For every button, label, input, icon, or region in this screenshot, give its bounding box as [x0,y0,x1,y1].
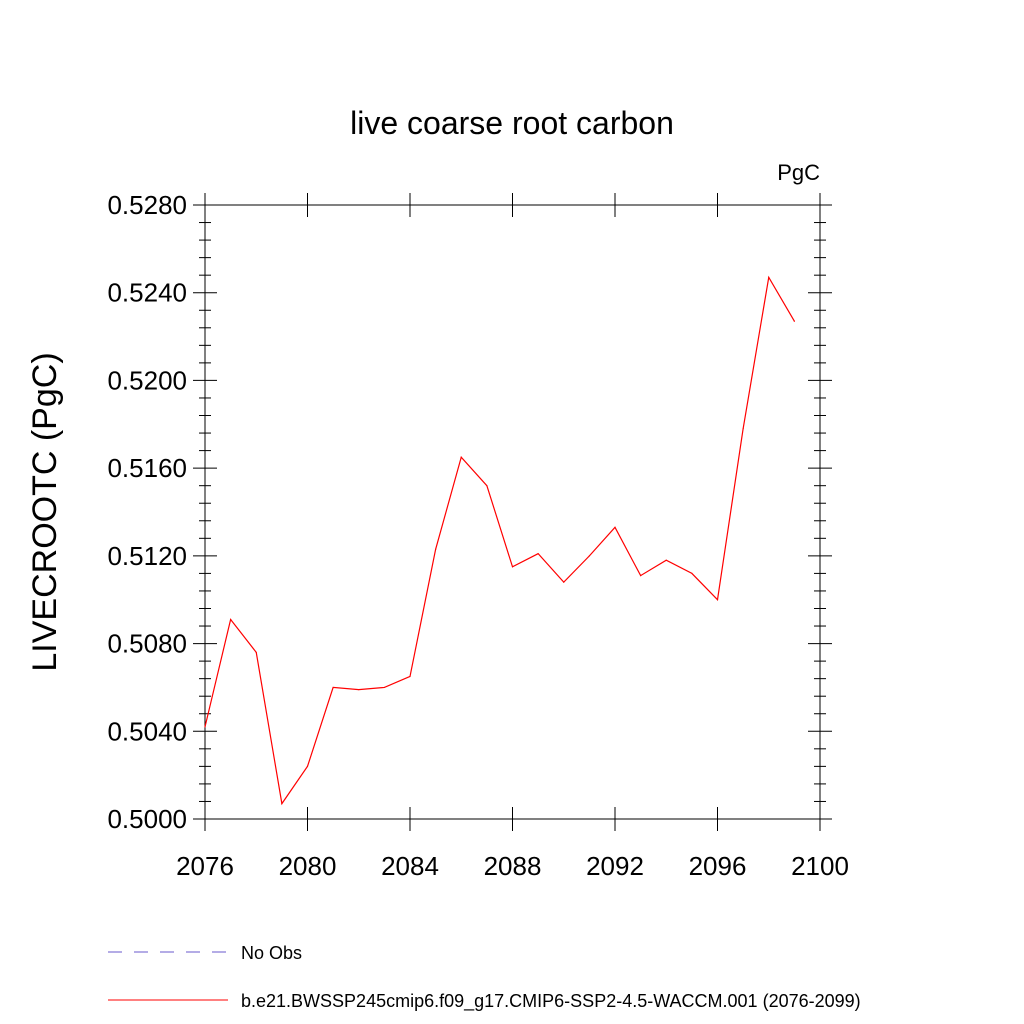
data-point [358,689,360,691]
data-point [716,599,719,601]
data-point [537,553,539,555]
y-tick-label: 0.5000 [107,804,187,834]
data-point [435,548,437,550]
x-tick-label: 2076 [176,851,234,881]
y-tick-label: 0.5160 [107,453,187,483]
data-point [742,428,744,430]
legend-label: b.e21.BWSSP245cmip6.f09_g17.CMIP6-SSP2-4… [241,991,861,1012]
data-point [460,456,462,458]
data-point [383,686,385,689]
y-axis-label: LIVECROOTC (PgC) [26,352,64,671]
y-tick-label: 0.5040 [107,716,187,746]
data-point [204,726,206,728]
chart-title: live coarse root carbon [350,105,674,141]
y-tick-label: 0.5080 [107,629,187,659]
data-point [332,686,334,689]
data-point [563,581,565,583]
data-point [588,555,590,557]
legend-label: No Obs [241,943,302,963]
data-point [614,526,616,528]
units-label: PgC [777,160,820,185]
data-point [486,485,488,487]
data-point [793,320,795,322]
data-point [281,803,283,805]
plot-frame [204,204,821,820]
y-tick-label: 0.5200 [107,365,187,395]
x-tick-label: 2096 [689,851,747,881]
series-line [204,275,795,806]
x-tick-label: 2088 [484,851,542,881]
x-tick-label: 2084 [381,851,439,881]
data-point [768,276,770,278]
y-tick-label: 0.5120 [107,541,187,571]
data-point [409,675,411,678]
data-point [255,651,257,653]
x-tick-label: 2092 [586,851,644,881]
data-point [306,765,309,767]
data-point [665,559,667,561]
y-tick-label: 0.5240 [107,278,187,308]
data-point [691,572,693,575]
data-point [230,618,232,621]
data-point [640,574,642,577]
x-tick-label: 2100 [791,851,849,881]
data-point [511,566,514,568]
y-tick-label: 0.5280 [107,190,187,220]
x-tick-label: 2080 [279,851,337,881]
